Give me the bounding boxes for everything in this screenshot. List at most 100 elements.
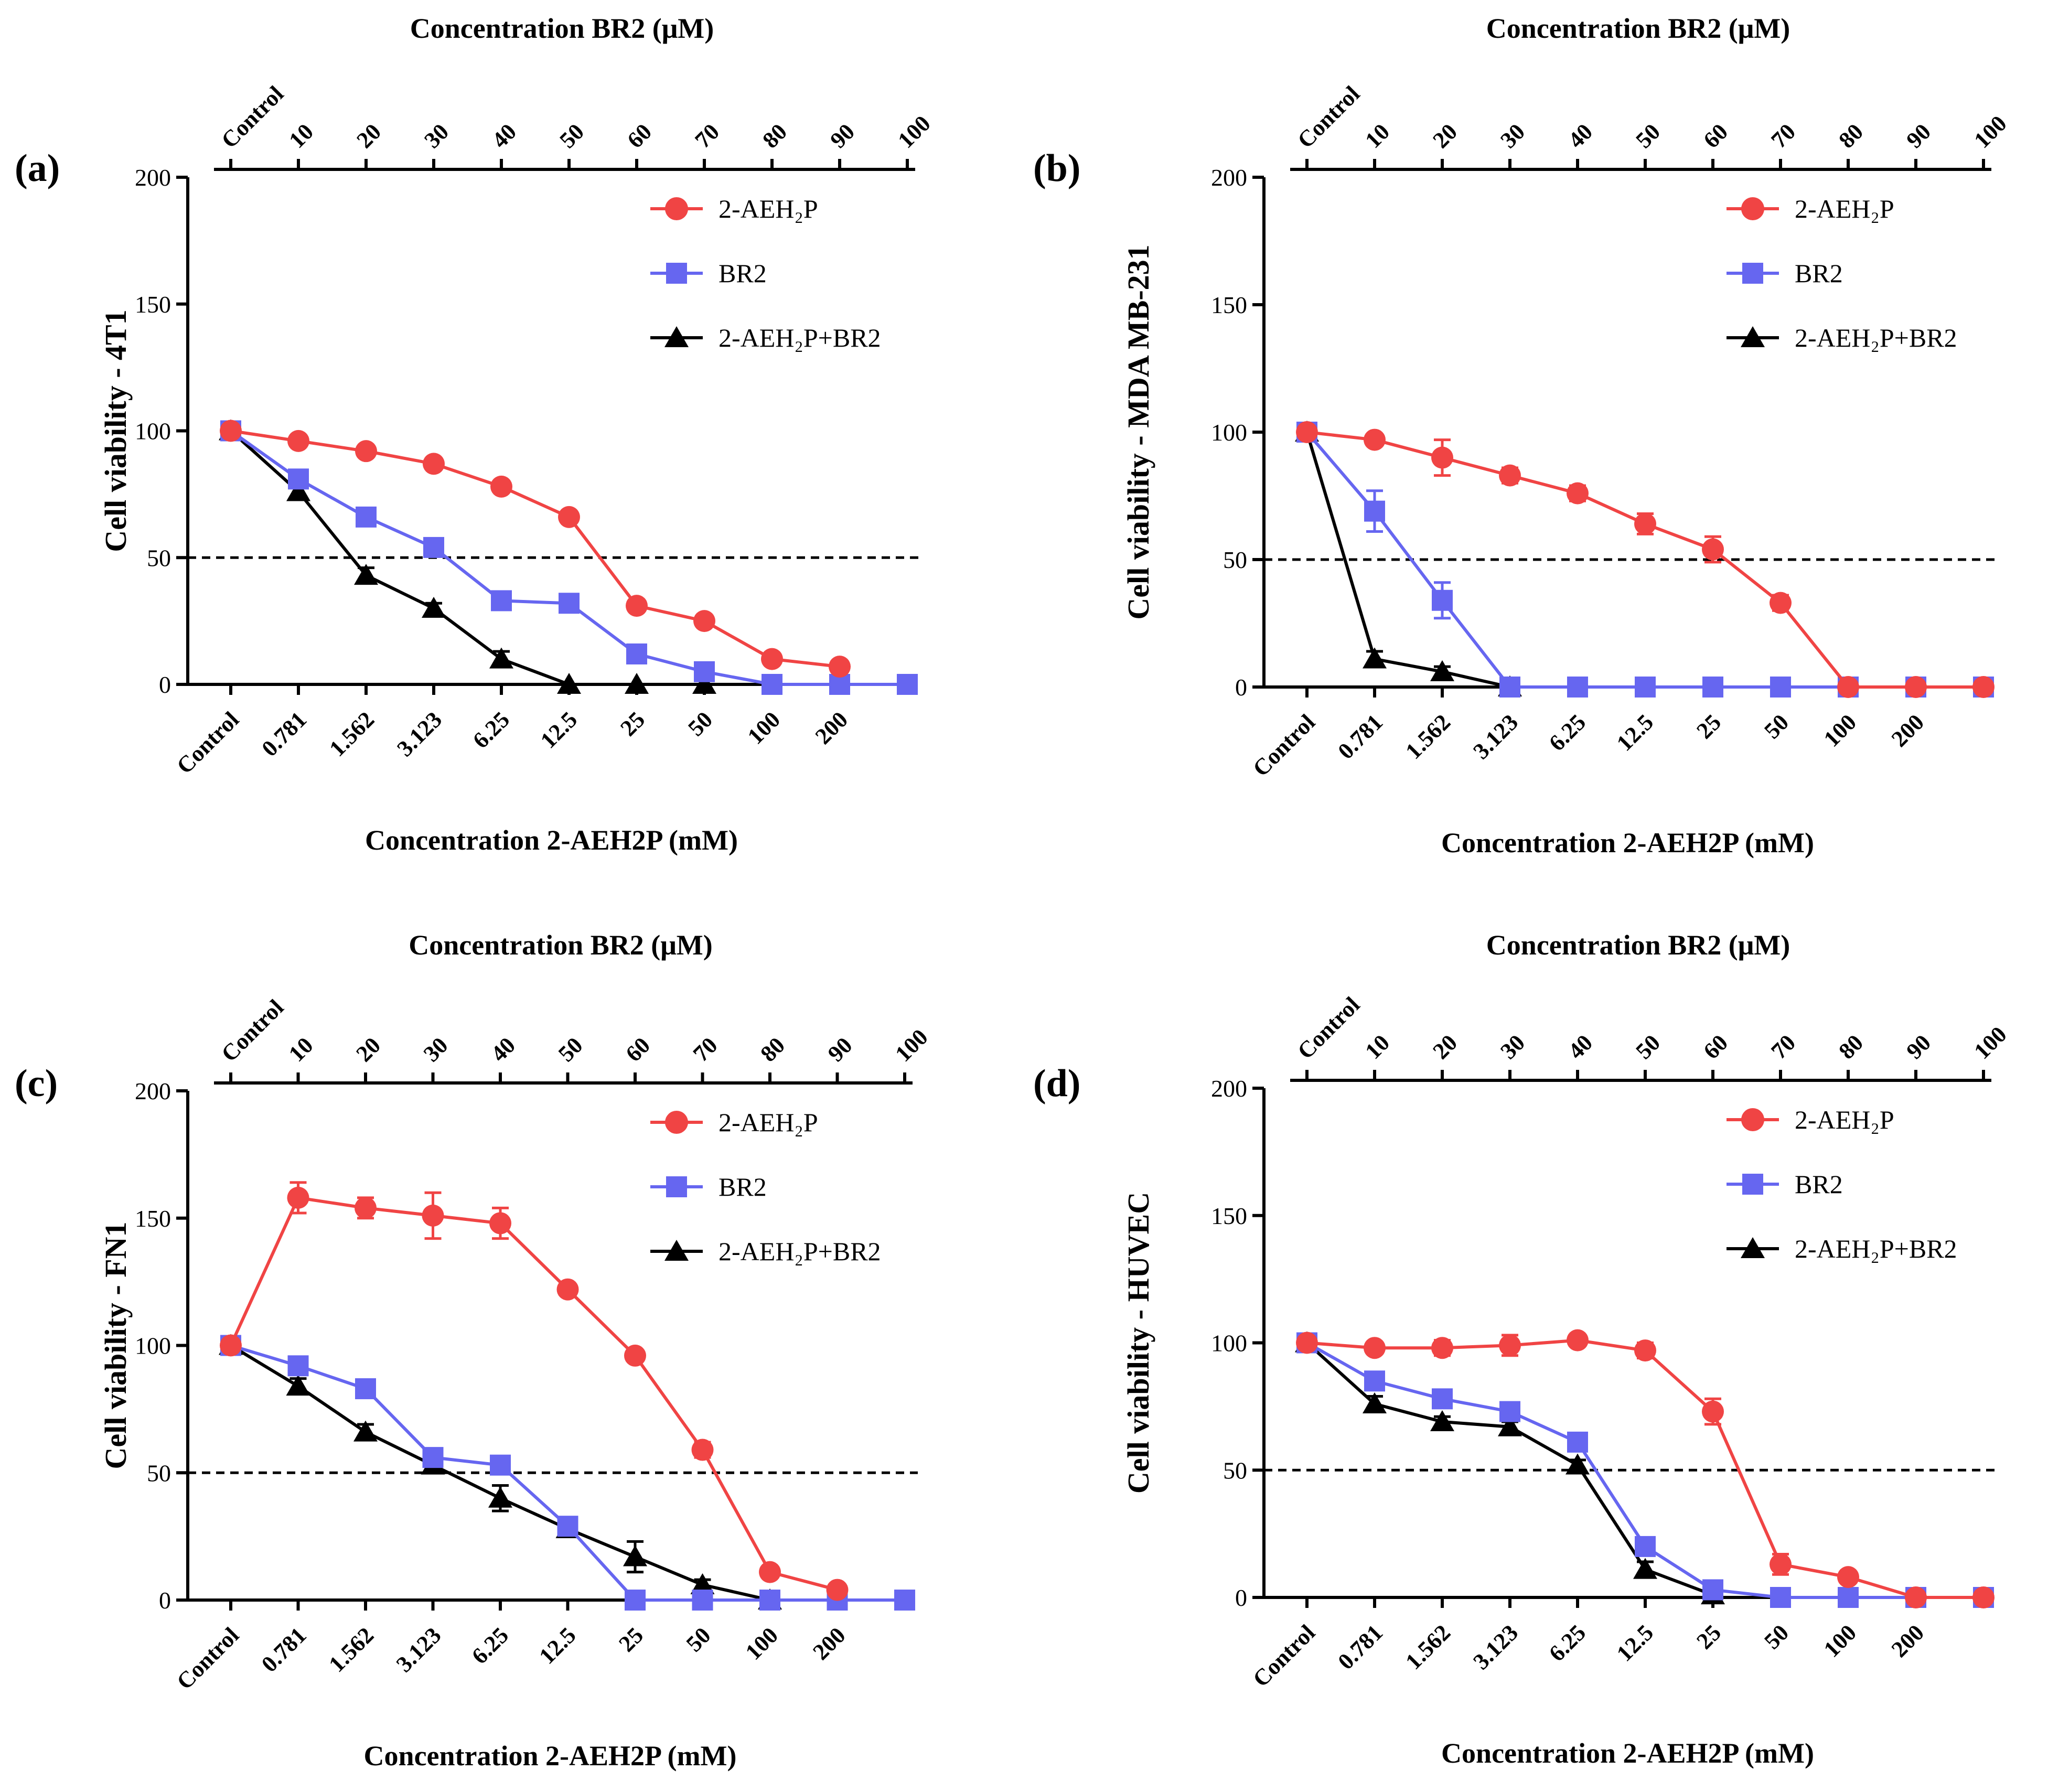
- top-tick-label: 60: [620, 1032, 655, 1067]
- data-point: [1296, 1332, 1318, 1354]
- top-tick-label: 40: [486, 1032, 520, 1067]
- data-point: [355, 440, 377, 463]
- top-axis-label: Concentration BR2 (μM): [410, 13, 714, 44]
- legend-marker: [1742, 1174, 1763, 1195]
- y-tick-label: 150: [135, 1205, 171, 1232]
- data-point: [692, 1590, 713, 1611]
- bottom-tick-label: 200: [1886, 709, 1929, 752]
- y-tick-label: 50: [147, 544, 171, 571]
- bottom-tick-label: 12.5: [1612, 709, 1658, 756]
- data-point: [826, 1579, 849, 1601]
- top-tick-label: 50: [554, 119, 589, 153]
- legend-marker: [1741, 326, 1765, 347]
- data-point: [423, 536, 444, 558]
- series-1: [1296, 421, 1995, 698]
- data-point: [1635, 677, 1656, 698]
- data-point: [1499, 1401, 1520, 1422]
- data-point: [287, 430, 309, 452]
- data-point: [422, 1447, 444, 1468]
- y-tick-label: 50: [1223, 1457, 1247, 1484]
- legend-label: BR2: [719, 1172, 767, 1201]
- data-point: [1633, 1558, 1657, 1579]
- data-point: [625, 1590, 646, 1611]
- data-point: [1567, 1329, 1589, 1351]
- bottom-tick-label: 3.123: [392, 706, 447, 761]
- top-tick-label: 70: [1766, 1029, 1800, 1064]
- legend-marker: [664, 1240, 689, 1261]
- series-line: [229, 430, 704, 686]
- data-point: [1905, 1586, 1927, 1608]
- y-tick-label: 0: [159, 671, 171, 698]
- data-point: [1635, 1536, 1656, 1557]
- y-tick-label: 100: [135, 1333, 171, 1359]
- panel-4: (d) 0 50 100 150 200 Cell viability - HUVEC Con…: [1033, 929, 2012, 1769]
- legend-entry: 2-AEH₂P+BR2: [1727, 323, 1957, 352]
- top-tick-label: 70: [688, 1032, 723, 1067]
- data-point: [1364, 500, 1385, 522]
- top-tick-label: 50: [1631, 1029, 1665, 1064]
- data-point: [1634, 1339, 1656, 1362]
- bottom-tick-label: 0.781: [256, 706, 312, 761]
- y-tick-label: 50: [1223, 546, 1247, 573]
- top-tick-label: 60: [622, 119, 657, 153]
- data-point: [557, 1516, 578, 1537]
- panel-label: (c): [15, 1062, 58, 1105]
- top-tick-label: 10: [284, 119, 318, 153]
- data-point: [422, 1204, 444, 1227]
- top-tick-label: 40: [1563, 119, 1597, 153]
- legend-marker: [666, 1176, 687, 1197]
- y-tick-label: 150: [1211, 292, 1247, 318]
- legend-label: BR2: [1795, 259, 1843, 288]
- legend-label: 2-AEH₂P: [1795, 194, 1894, 223]
- data-point: [1702, 538, 1724, 561]
- legend-entry: 2-AEH₂P: [1727, 1105, 1894, 1134]
- panel-label: (d): [1033, 1062, 1080, 1105]
- data-point: [287, 1355, 309, 1377]
- y-tick-label: 0: [1235, 674, 1247, 701]
- bottom-tick-label: 3.123: [1468, 709, 1523, 764]
- data-point: [559, 593, 580, 614]
- bottom-tick-label: 50: [1759, 709, 1794, 744]
- top-tick-label: Control: [216, 81, 288, 153]
- data-point: [1498, 1415, 1522, 1436]
- top-tick-label: Control: [1292, 81, 1365, 153]
- data-point: [691, 1439, 714, 1461]
- data-point: [356, 506, 377, 528]
- y-tick-label: 100: [135, 418, 171, 445]
- data-point: [1770, 1587, 1791, 1608]
- legend-entry: 2-AEH₂P: [650, 194, 818, 223]
- bottom-tick-label: 200: [808, 1622, 850, 1665]
- bottom-axis-label: Concentration 2-AEH2P (mM): [1441, 1737, 1814, 1769]
- data-point: [1770, 592, 1792, 614]
- data-point: [287, 1186, 309, 1209]
- y-tick-label: 150: [135, 291, 171, 318]
- panel-2: (b) 0 50 100 150 200 Cell viability - MDA MB-2…: [1033, 13, 2012, 859]
- data-point: [1702, 1400, 1724, 1423]
- top-tick-label: 80: [755, 1032, 790, 1067]
- legend-marker: [1741, 197, 1764, 220]
- data-point: [1432, 589, 1453, 611]
- legend-label: BR2: [719, 259, 767, 288]
- top-tick-label: 30: [419, 1032, 453, 1067]
- data-point: [693, 610, 715, 632]
- bottom-tick-label: 6.25: [468, 706, 514, 753]
- data-point: [625, 673, 649, 694]
- legend-marker: [664, 326, 689, 347]
- y-axis-label: Cell viability - HUVEC: [1121, 1192, 1155, 1494]
- y-tick-label: 0: [1235, 1584, 1247, 1611]
- legend-label: 2-AEH₂P: [1795, 1105, 1894, 1134]
- legend-label: 2-AEH₂P+BR2: [1795, 1234, 1957, 1263]
- y-axis-label: Cell viability - MDA MB-231: [1121, 244, 1155, 619]
- bottom-axis-label: Concentration 2-AEH2P (mM): [365, 824, 738, 856]
- bottom-tick-label: 12.5: [1612, 1619, 1658, 1666]
- panel-3: (c) 0 50 100 150 200 Cell viability - FN1 Contr…: [15, 929, 933, 1772]
- bottom-tick-label: 12.5: [534, 1622, 581, 1669]
- data-point: [220, 1334, 242, 1357]
- data-point: [556, 1278, 579, 1301]
- top-axis-label: Concentration BR2 (μM): [409, 929, 713, 961]
- series-1: [220, 1181, 849, 1601]
- legend-label: 2-AEH₂P: [719, 1108, 818, 1137]
- series-3: [219, 419, 716, 694]
- y-tick-label: 200: [1211, 164, 1247, 191]
